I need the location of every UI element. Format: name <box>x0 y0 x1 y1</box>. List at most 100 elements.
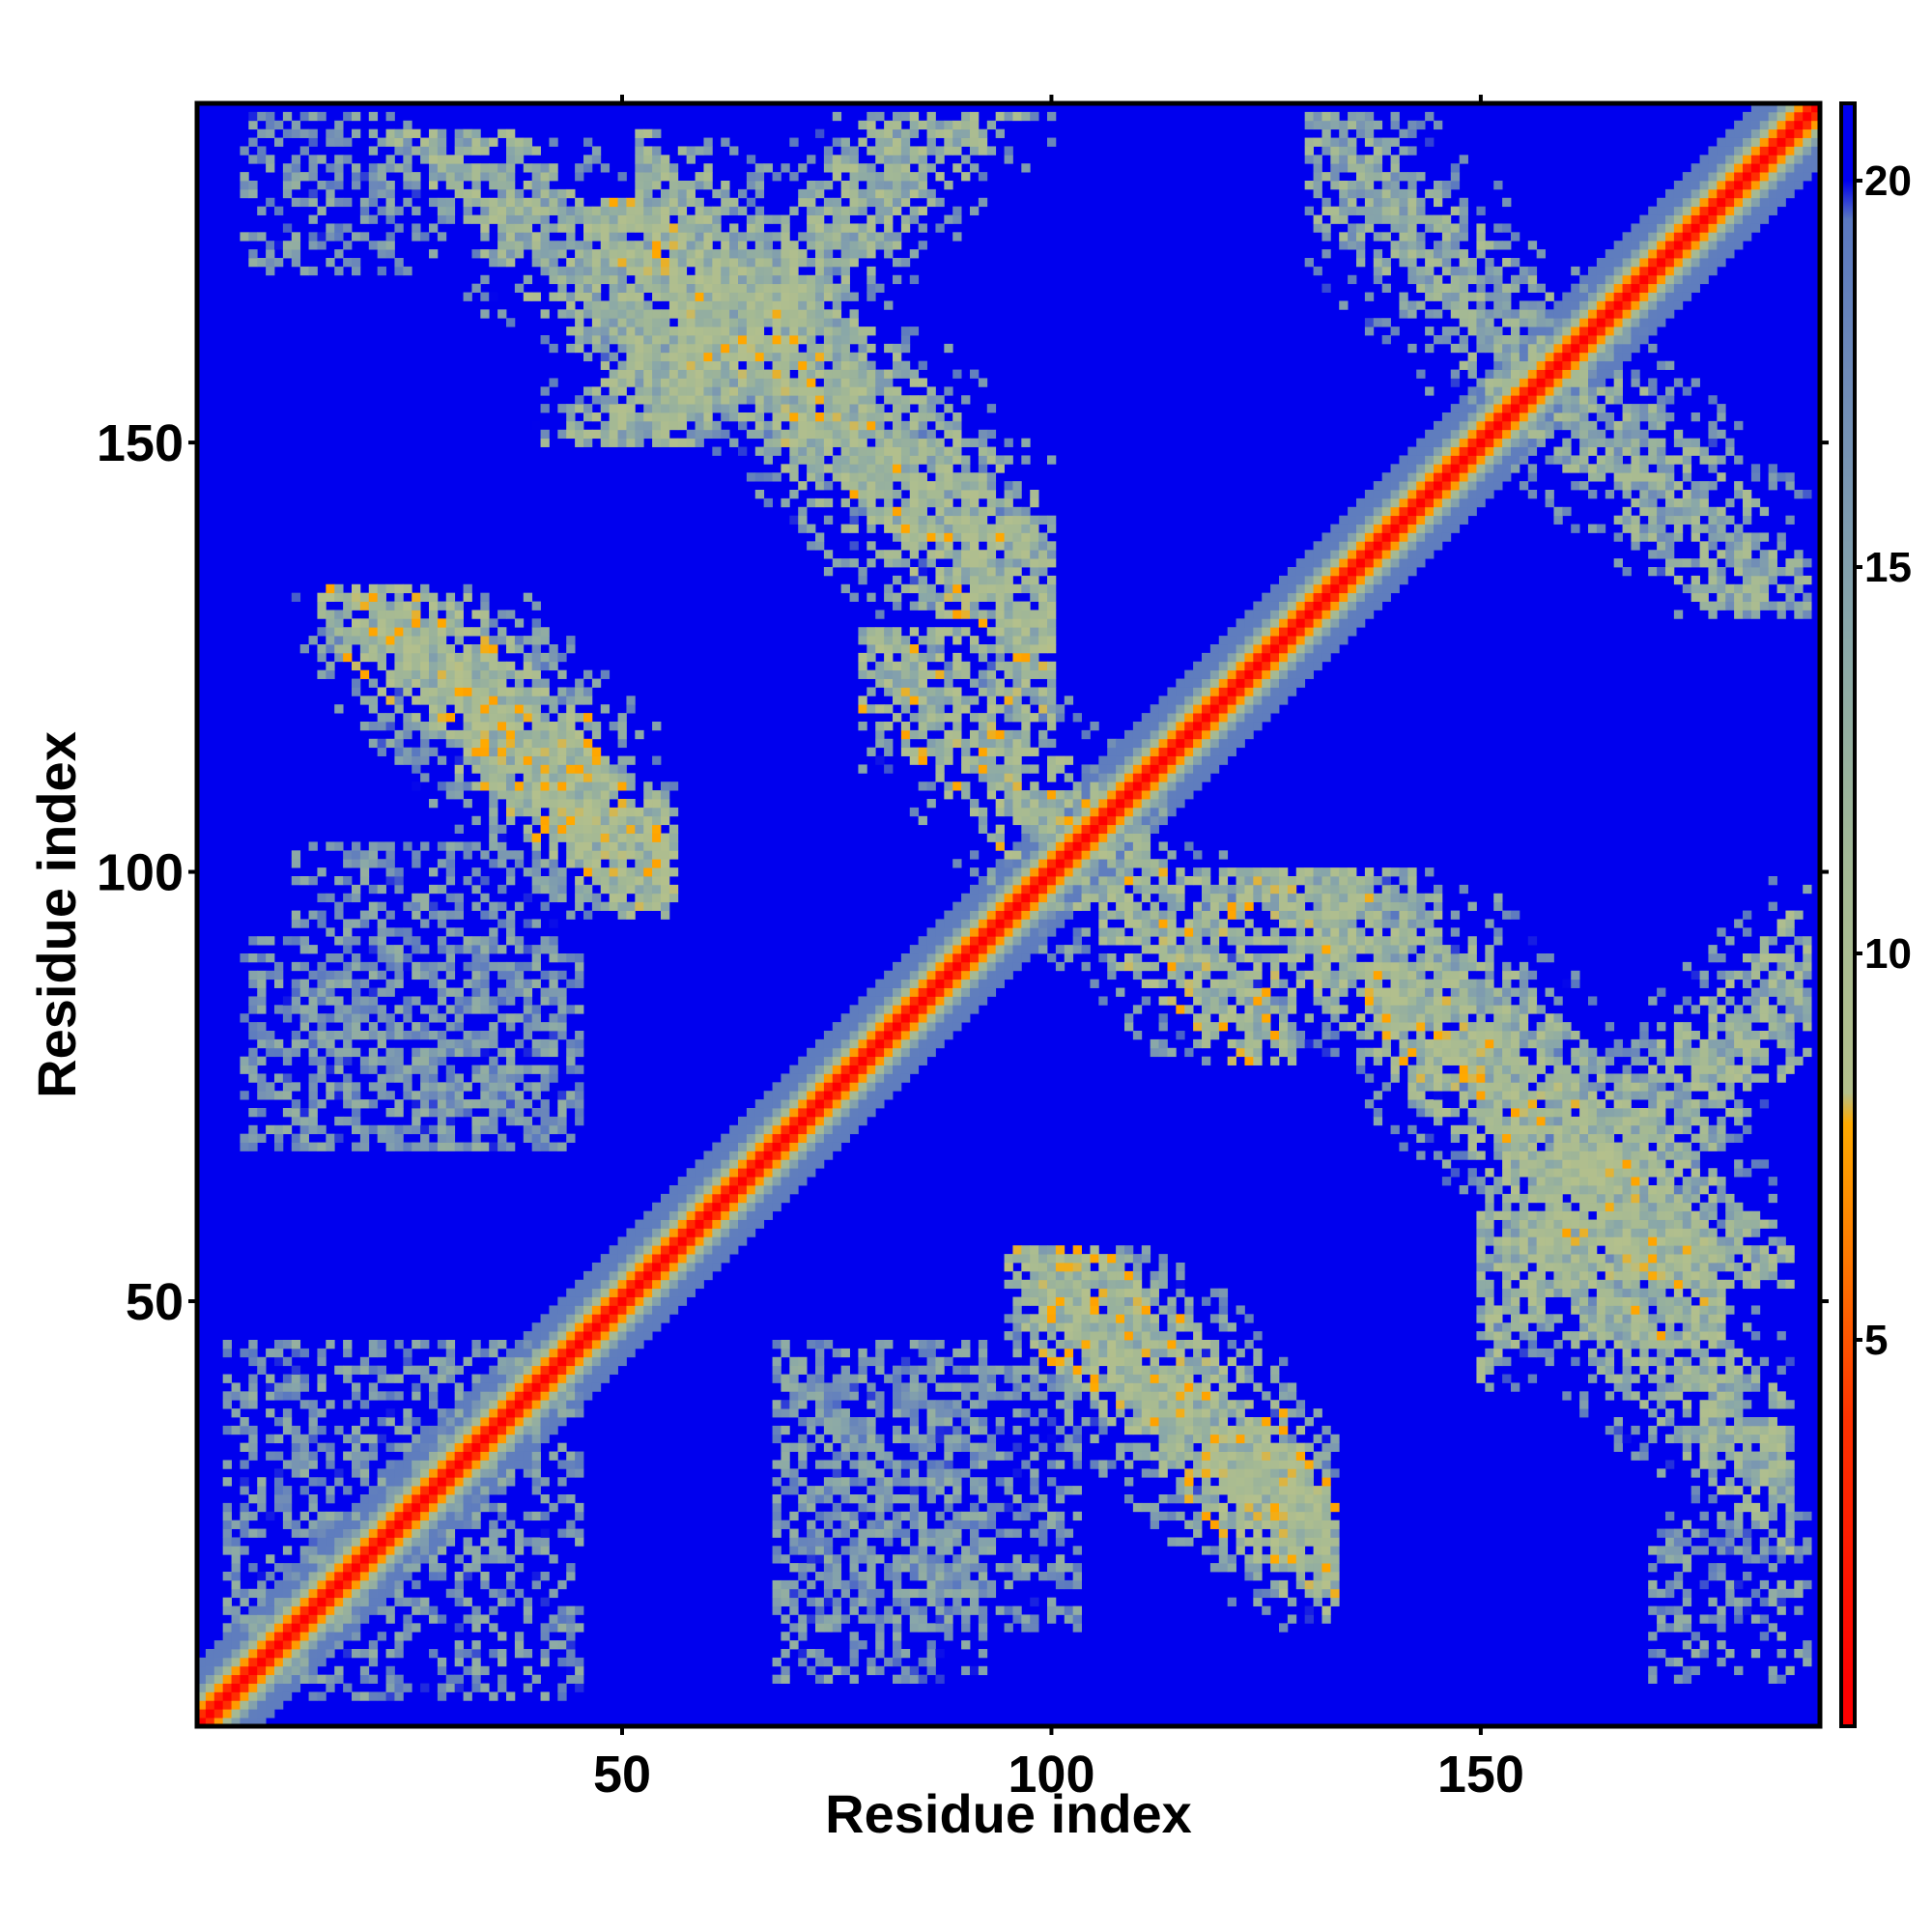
heatmap-cell <box>420 1022 430 1032</box>
heatmap-cell <box>299 128 309 138</box>
heatmap-cell <box>412 601 421 611</box>
heatmap-cell <box>368 1546 379 1555</box>
heatmap-cell <box>326 1047 335 1058</box>
heatmap-cell <box>377 1572 386 1581</box>
heatmap-cell <box>506 773 516 782</box>
heatmap-cell <box>661 266 670 276</box>
heatmap-cell <box>600 223 611 233</box>
heatmap-cell <box>463 1108 472 1118</box>
heatmap-cell <box>763 232 773 242</box>
heatmap-cell <box>359 627 370 637</box>
heatmap-cell <box>840 558 850 568</box>
heatmap-cell <box>257 1477 267 1487</box>
heatmap-cell <box>557 197 567 208</box>
heatmap-cell <box>445 876 456 886</box>
heatmap-cell <box>420 1099 430 1109</box>
heatmap-cell <box>807 274 816 285</box>
heatmap-cell <box>420 1434 430 1444</box>
heatmap-cell <box>359 1099 370 1109</box>
heatmap-cell <box>712 283 722 293</box>
heatmap-cell <box>781 1460 790 1469</box>
heatmap-cell <box>652 429 662 440</box>
heatmap-cell <box>274 1417 284 1427</box>
heatmap-cell <box>661 1210 670 1220</box>
heatmap-cell <box>661 807 670 817</box>
heatmap-cell <box>308 1124 318 1135</box>
heatmap-cell <box>463 1494 472 1504</box>
heatmap-cell <box>299 1038 309 1049</box>
heatmap-cell <box>420 1056 430 1065</box>
heatmap-cell <box>471 1099 481 1109</box>
heatmap-cell <box>412 1502 421 1513</box>
heatmap-cell <box>591 335 602 345</box>
heatmap-cell <box>738 274 748 285</box>
heatmap-cell <box>471 884 481 895</box>
heatmap-cell <box>609 893 618 903</box>
heatmap-cell <box>575 1322 584 1332</box>
heatmap-cell <box>840 1348 850 1358</box>
heatmap-cell <box>274 1477 284 1487</box>
heatmap-cell <box>377 601 386 611</box>
heatmap-cell <box>668 1254 679 1264</box>
heatmap-cell <box>385 1502 395 1513</box>
heatmap-cell <box>480 1124 490 1135</box>
heatmap-cell <box>403 1494 412 1504</box>
heatmap-cell <box>334 1468 344 1478</box>
heatmap-cell <box>412 592 421 602</box>
heatmap-cell <box>840 1116 850 1126</box>
heatmap-cell <box>445 1408 456 1418</box>
heatmap-cell <box>420 1091 430 1100</box>
heatmap-cell <box>540 1082 550 1092</box>
heatmap-cell <box>695 318 704 327</box>
heatmap-cell <box>807 1417 816 1427</box>
heatmap-cell <box>471 1442 481 1452</box>
heatmap-cell <box>368 1056 379 1065</box>
heatmap-cell <box>257 1691 267 1701</box>
heatmap-cell <box>497 1425 507 1435</box>
heatmap-cell <box>849 197 859 208</box>
heatmap-cell <box>471 1502 481 1513</box>
heatmap-cell <box>377 722 386 731</box>
heatmap-cell <box>807 292 816 301</box>
heatmap-cell <box>566 1528 576 1538</box>
heatmap-cell <box>840 335 850 345</box>
heatmap-cell <box>523 755 533 765</box>
heatmap-cell <box>823 1588 834 1599</box>
heatmap-cell <box>317 1674 327 1684</box>
heatmap-cell <box>849 327 859 336</box>
heatmap-cell <box>385 696 395 705</box>
heatmap-cell <box>840 181 850 190</box>
heatmap-cell <box>343 223 353 233</box>
heatmap-cell <box>240 1056 249 1065</box>
heatmap-cell <box>514 644 525 654</box>
heatmap-cell <box>840 1579 850 1590</box>
heatmap-cell <box>368 841 379 851</box>
heatmap-cell <box>359 1065 370 1074</box>
heatmap-cell <box>609 1279 618 1290</box>
heatmap-cell <box>772 327 781 336</box>
heatmap-cell <box>445 601 456 611</box>
heatmap-cell <box>858 1477 867 1487</box>
heatmap-cell <box>368 1124 379 1135</box>
heatmap-cell <box>617 1340 627 1350</box>
heatmap-cell <box>308 163 318 173</box>
heatmap-cell <box>403 128 412 138</box>
heatmap-cell <box>291 155 301 164</box>
heatmap-cell <box>600 206 611 215</box>
heatmap-cell <box>566 1451 576 1461</box>
heatmap-cell <box>591 850 602 860</box>
heatmap-cell <box>463 669 472 679</box>
heatmap-cell <box>506 1047 516 1058</box>
heatmap-cell <box>299 1554 309 1564</box>
heatmap-cell <box>471 704 481 714</box>
heatmap-cell <box>849 1460 859 1469</box>
heatmap-cell <box>222 1460 232 1469</box>
heatmap-cell <box>394 1528 404 1538</box>
heatmap-cell <box>334 953 344 963</box>
heatmap-cell <box>858 188 867 199</box>
heatmap-cell <box>248 1124 258 1135</box>
heatmap-cell <box>420 627 430 637</box>
heatmap-cell <box>377 859 386 868</box>
heatmap-cell <box>531 1331 541 1341</box>
heatmap-cell <box>326 627 335 637</box>
